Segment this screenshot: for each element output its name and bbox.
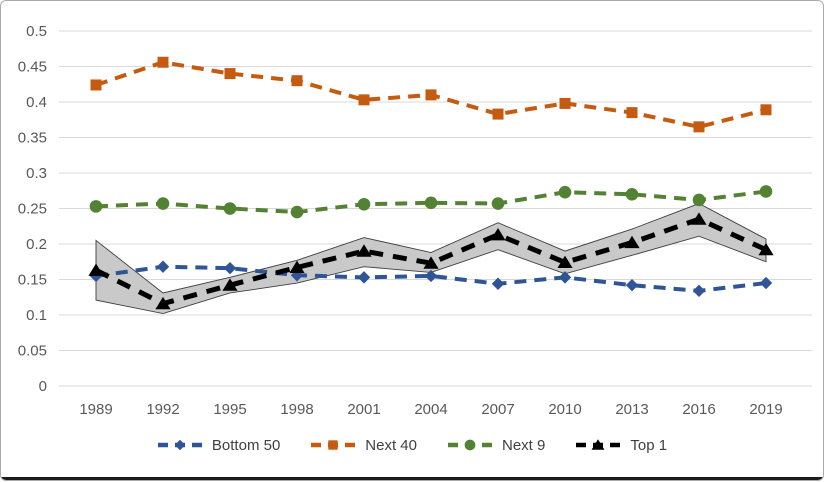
legend-item-next-40: Next 40 [310,437,417,454]
y-axis-tick-label: 0.35 [18,130,47,147]
data-point-marker-square [291,75,303,87]
data-point-marker-diamond [424,269,438,283]
data-point-marker-circle [290,205,304,219]
x-axis-tick-label: 2004 [414,401,447,418]
legend-label: Top 1 [630,436,668,454]
x-axis-tick-label: 1998 [280,401,313,418]
x-axis-tick-label: 2013 [615,401,648,418]
data-point-marker-diamond [156,260,170,273]
series-line-bottom-50 [95,264,767,293]
legend-line-sample [576,439,621,450]
data-point-marker-triangle [423,256,439,269]
data-point-marker-diamond [491,277,505,290]
legend-label: Next 40 [365,436,417,454]
x-axis-tick-label: 2016 [682,401,715,418]
data-point-marker-triangle [624,235,640,249]
legend-line-sample [448,439,492,451]
data-point-marker-square [224,68,236,80]
data-point-marker-triangle [88,263,104,276]
data-point-marker-triangle [356,244,372,257]
data-point-marker-diamond [692,284,706,298]
data-point-marker-circle [759,185,773,198]
data-point-marker-diamond [558,271,572,284]
data-point-marker-triangle [591,439,605,450]
legend-item-top-1: Top 1 [575,437,667,454]
x-axis-tick-label: 2001 [347,401,380,418]
data-point-marker-circle [692,193,706,207]
y-axis-tick-label: 0.25 [18,201,47,218]
legend-item-bottom-50: Bottom 50 [157,437,280,454]
data-point-marker-triangle [490,227,506,241]
data-point-marker-diamond [357,271,371,284]
legend-label: Bottom 50 [211,436,281,454]
legend-line-sample [157,439,202,451]
x-axis-tick-label: 1989 [79,401,112,418]
x-axis-tick-label: 2019 [749,401,782,418]
data-point-marker-triangle [758,242,774,256]
y-axis-tick-label: 0.05 [18,343,47,360]
data-point-marker-diamond [174,439,186,451]
series-line-next-9 [95,189,767,215]
y-axis-tick-label: 0.15 [18,272,47,289]
y-axis-tick-label: 0.45 [18,59,47,76]
data-point-marker-square [358,94,370,106]
data-point-marker-circle [357,197,371,211]
data-point-marker-square [760,104,772,116]
data-point-marker-diamond [625,278,639,292]
legend-item-next-9: Next 9 [447,437,545,454]
data-point-marker-circle [464,439,476,451]
series-line-top-1 [94,216,768,307]
data-point-marker-circle [424,196,438,210]
data-point-marker-circle [89,200,103,213]
data-point-marker-square [90,79,102,91]
data-point-marker-circle [223,202,237,215]
data-point-marker-square [626,107,638,119]
data-point-marker-square [492,108,504,120]
data-point-marker-circle [491,197,505,210]
y-axis-tick-label: 0.1 [26,307,47,324]
data-point-marker-square [693,121,705,133]
x-axis-tick-label: 2010 [548,401,581,418]
data-point-marker-diamond [223,261,237,275]
legend-line-sample [311,440,356,450]
data-point-marker-triangle [289,260,305,274]
x-axis-tick-label: 2007 [481,401,514,418]
data-point-marker-triangle [222,278,238,291]
data-point-marker-triangle [557,255,573,269]
x-axis-tick-label: 1992 [146,401,179,418]
x-axis-tick-label: 1995 [213,401,246,418]
y-axis-tick-label: 0.2 [26,236,47,253]
data-point-marker-triangle [155,296,171,310]
chart-legend: Bottom 50 Next 40 Next 9 Top 1 [1,432,823,458]
data-point-marker-circle [156,197,170,210]
y-axis-tick-label: 0.3 [26,165,47,182]
data-point-marker-diamond [759,276,773,290]
data-point-marker-square [328,440,338,450]
data-point-marker-circle [558,185,572,199]
data-point-marker-triangle [691,212,707,225]
data-point-marker-circle [625,188,639,201]
y-axis-tick-label: 0 [39,378,47,395]
data-point-marker-square [157,56,169,68]
legend-label: Next 9 [502,436,546,454]
y-axis-tick-label: 0.5 [26,23,47,40]
data-point-marker-square [425,89,437,101]
y-axis-tick-label: 0.4 [26,94,47,111]
data-point-marker-square [559,97,571,109]
